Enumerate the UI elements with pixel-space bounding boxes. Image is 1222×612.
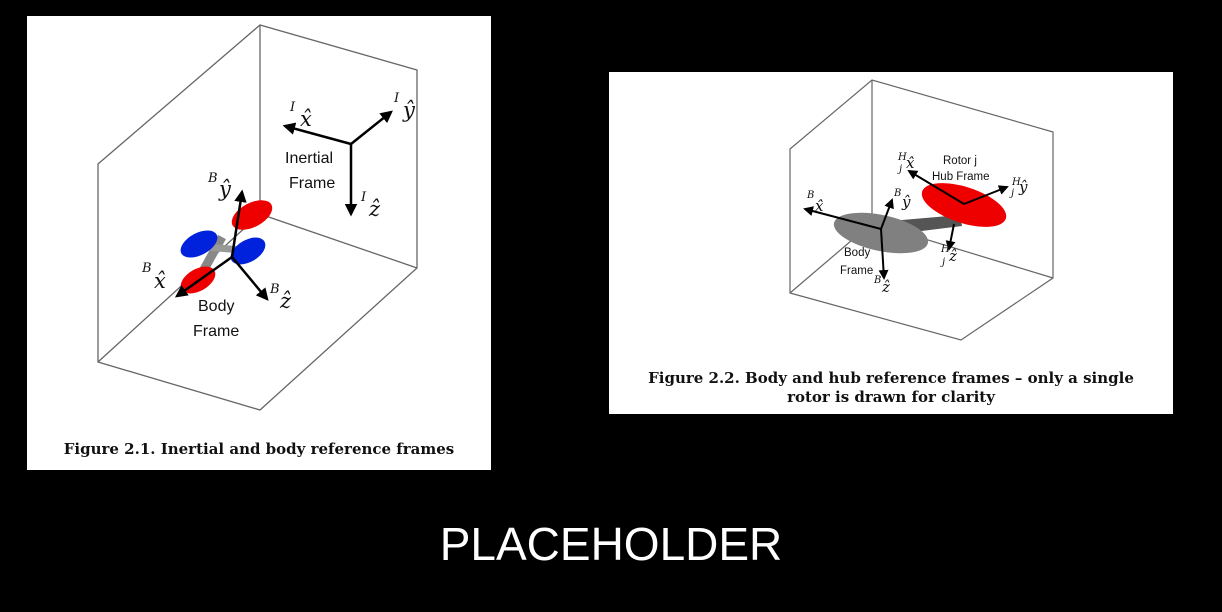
figure-2-1-diagram: I x̂ I ŷ I ẑ Inertial Frame B ŷ B x̂ B ẑ… bbox=[97, 24, 418, 411]
figure-2-2-caption-line2: rotor is drawn for clarity bbox=[787, 388, 995, 406]
hub-y-sub: j bbox=[1009, 188, 1014, 199]
body-frame-label-line2: Frame bbox=[840, 265, 873, 277]
slide-title: PLACEHOLDER bbox=[439, 518, 783, 570]
hub-z-sub: j bbox=[940, 257, 945, 268]
body-z-sup: B bbox=[269, 282, 280, 297]
hub-x-sub: j bbox=[897, 164, 902, 175]
body-z-label: ẑ bbox=[279, 289, 292, 313]
inertial-z-label: ẑ bbox=[368, 197, 381, 221]
body-x-label: x̂ bbox=[815, 197, 824, 215]
body-y-label: ŷ bbox=[901, 193, 911, 211]
inertial-x-arrow bbox=[282, 122, 352, 146]
inertial-y-sup: I bbox=[393, 91, 400, 106]
body-y-sup: B bbox=[893, 188, 901, 199]
hub-y-arrow bbox=[963, 185, 1009, 205]
body-frame-axes bbox=[803, 198, 894, 280]
body-y-sup: B bbox=[207, 171, 218, 186]
rotor-hub-label-line2: Hub Frame bbox=[932, 171, 990, 183]
inertial-frame-axes bbox=[282, 110, 393, 217]
body-y-arrow bbox=[230, 189, 247, 258]
body-frame-axes bbox=[174, 189, 269, 301]
body-y-label: ŷ bbox=[218, 177, 232, 201]
body-x-label: x̂ bbox=[154, 269, 166, 293]
body-z-arrow bbox=[231, 256, 269, 301]
body-x-sup: B bbox=[141, 261, 152, 276]
body-x-arrow bbox=[803, 206, 882, 230]
hub-y-label: ŷ bbox=[1018, 178, 1028, 196]
figure-2-2-panel: H j x̂ H j ŷ H j ẑ Rotor j Hub Frame B ŷ… bbox=[609, 72, 1173, 414]
rotor-disc bbox=[921, 183, 1007, 227]
inertial-x-label: x̂ bbox=[300, 107, 312, 131]
hub-frame-axes bbox=[907, 169, 1009, 251]
hub-z-label: ẑ bbox=[948, 247, 957, 265]
body-x-sup: B bbox=[806, 190, 814, 201]
hub-x-arrow bbox=[907, 169, 965, 205]
rotor-hub-label-line1: Rotor j bbox=[943, 155, 977, 167]
quadrotor bbox=[180, 200, 273, 294]
body-frame-label-line2: Frame bbox=[193, 323, 239, 340]
hub-z-arrow bbox=[945, 223, 956, 251]
inertial-frame-label-line1: Inertial bbox=[285, 150, 333, 167]
body-z-arrow bbox=[878, 228, 889, 280]
figure-2-1-caption: Figure 2.1. Inertial and body reference … bbox=[63, 440, 455, 458]
room-box bbox=[789, 79, 1054, 341]
hub-y-sup: H bbox=[1011, 177, 1021, 188]
figure-2-2-diagram: H j x̂ H j ŷ H j ẑ Rotor j Hub Frame B ŷ… bbox=[789, 79, 1054, 341]
inertial-frame-label-line2: Frame bbox=[289, 175, 335, 192]
inertial-x-sup: I bbox=[289, 100, 296, 115]
body-y-arrow bbox=[880, 198, 894, 230]
hub-x-label: x̂ bbox=[906, 154, 915, 172]
figure-2-2-caption-line1: Figure 2.2. Body and hub reference frame… bbox=[648, 369, 1134, 387]
hub-z-sup: H bbox=[940, 244, 950, 255]
body-z-sup: B bbox=[873, 275, 881, 286]
figure-2-2-caption: Figure 2.2. Body and hub reference frame… bbox=[609, 369, 1173, 407]
body-frame-label-line1: Body bbox=[198, 298, 234, 315]
body-z-label: ẑ bbox=[881, 278, 890, 296]
inertial-y-arrow bbox=[350, 110, 393, 145]
rear-rotor-right bbox=[230, 237, 266, 265]
body-x-arrow bbox=[174, 255, 233, 298]
hub-x-sup: H bbox=[897, 152, 907, 163]
body-frame-label-line1: Body bbox=[844, 247, 870, 259]
figure-2-1-panel: I x̂ I ŷ I ẑ Inertial Frame B ŷ B x̂ B ẑ… bbox=[27, 16, 491, 470]
inertial-z-sup: I bbox=[360, 190, 367, 205]
rear-rotor-left bbox=[180, 230, 218, 258]
front-rotor-right bbox=[231, 200, 273, 230]
inertial-y-label: ŷ bbox=[402, 98, 416, 122]
